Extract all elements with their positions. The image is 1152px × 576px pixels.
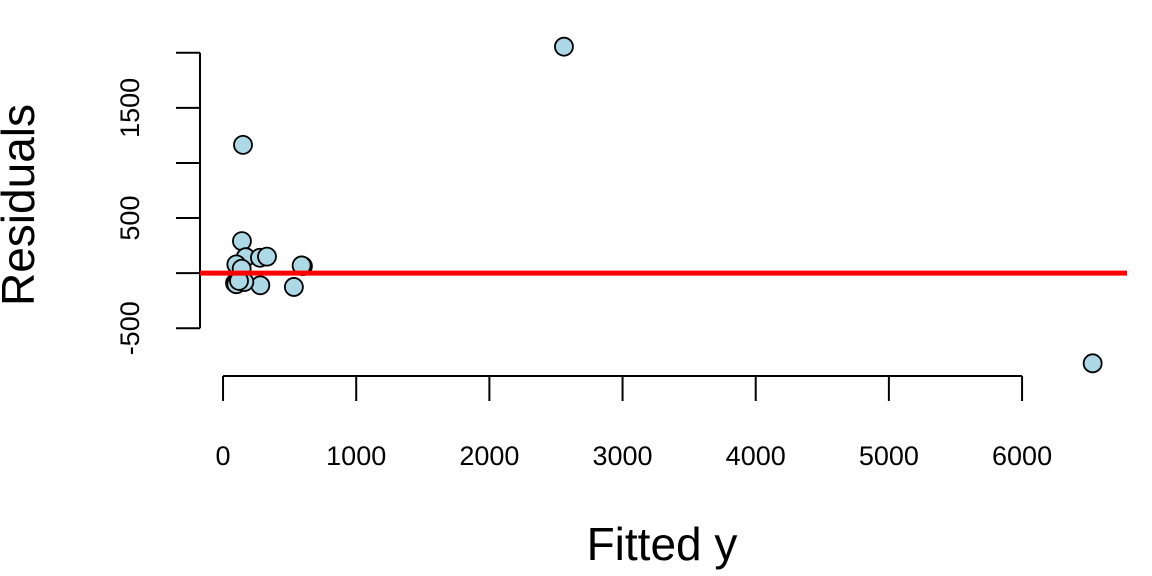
point [250,275,271,296]
point [232,231,252,251]
point [1082,353,1103,374]
x-axis-title: Fitted y [587,518,738,570]
point [283,277,304,297]
x-tick-label: 6000 [992,441,1052,471]
point [257,246,277,267]
y-tick-label: 1500 [115,78,145,138]
point [233,134,253,155]
x-tick-label: 5000 [859,441,919,471]
x-tick-label: 0 [216,441,231,471]
x-tick-label: 2000 [459,441,519,471]
y-axis-title: Residuals [0,104,44,306]
y-tick-label: 500 [115,196,145,241]
x-tick-label: 1000 [326,441,386,471]
y-tick-label: -500 [115,301,145,355]
x-tick-label: 4000 [726,441,786,471]
x-tick-label: 3000 [593,441,653,471]
point [554,36,574,57]
